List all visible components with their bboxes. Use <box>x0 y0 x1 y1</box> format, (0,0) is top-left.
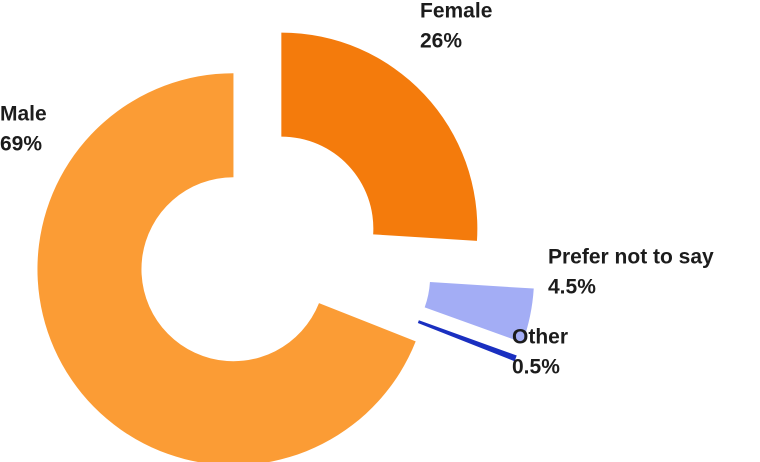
donut-slice <box>417 320 517 362</box>
donut-slice <box>424 282 534 343</box>
slice-value-label: 0.5% <box>512 356 560 379</box>
slice-value-label: 26% <box>420 30 462 53</box>
slice-label: Male <box>0 103 47 126</box>
slice-label: Other <box>512 326 568 349</box>
slice-label: Female <box>420 0 492 23</box>
donut-slice <box>281 32 478 241</box>
donut-slice <box>37 73 416 462</box>
slice-value-label: 69% <box>0 133 42 156</box>
slice-label: Prefer not to say <box>548 246 714 269</box>
slice-value-label: 4.5% <box>548 276 596 299</box>
